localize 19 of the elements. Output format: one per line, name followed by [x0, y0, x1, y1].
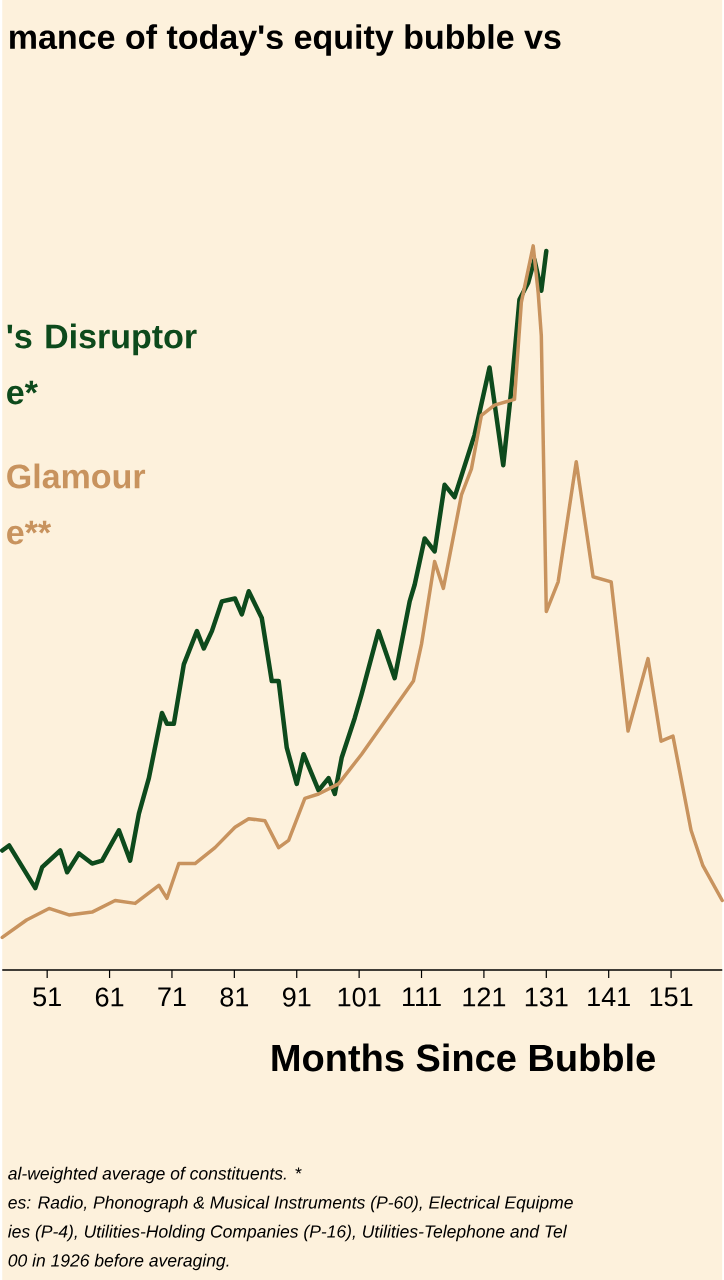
- x-tick-label: 61: [95, 987, 124, 1007]
- text: es: Radio, Phonograph & Musical Instruments (P-60), Electrical Equipme: [8, 1195, 573, 1213]
- text: ies (P-4), Utilities-Holding Companies (P-16), Utilities-Telephone and Tel: [8, 1224, 568, 1242]
- x-tick-label: 91: [282, 987, 311, 1007]
- x-tick-label: 101: [338, 987, 381, 1007]
- text: 00 in 1926 before averaging.: [8, 1253, 229, 1271]
- text: Glamour e**: [7, 463, 146, 545]
- x-tick-label: 51: [33, 987, 61, 1007]
- x-tick-label: 111: [403, 987, 441, 1007]
- x-axis-title: Months Since Bubble: [272, 1043, 655, 1072]
- x-tick-label: 131: [525, 987, 568, 1007]
- x-tick-label: 151: [650, 987, 693, 1007]
- x-tick-label: 71: [158, 987, 186, 1007]
- text: al-weighted average of constituents. *: [8, 1166, 302, 1184]
- chart-title: mance of today's equity bubble vs: [10, 24, 561, 56]
- x-tick-label: 121: [463, 987, 506, 1007]
- x-tick-label: 81: [220, 987, 249, 1007]
- x-tick-label: 141: [588, 987, 630, 1007]
- text: 's Disruptor e*: [7, 323, 197, 405]
